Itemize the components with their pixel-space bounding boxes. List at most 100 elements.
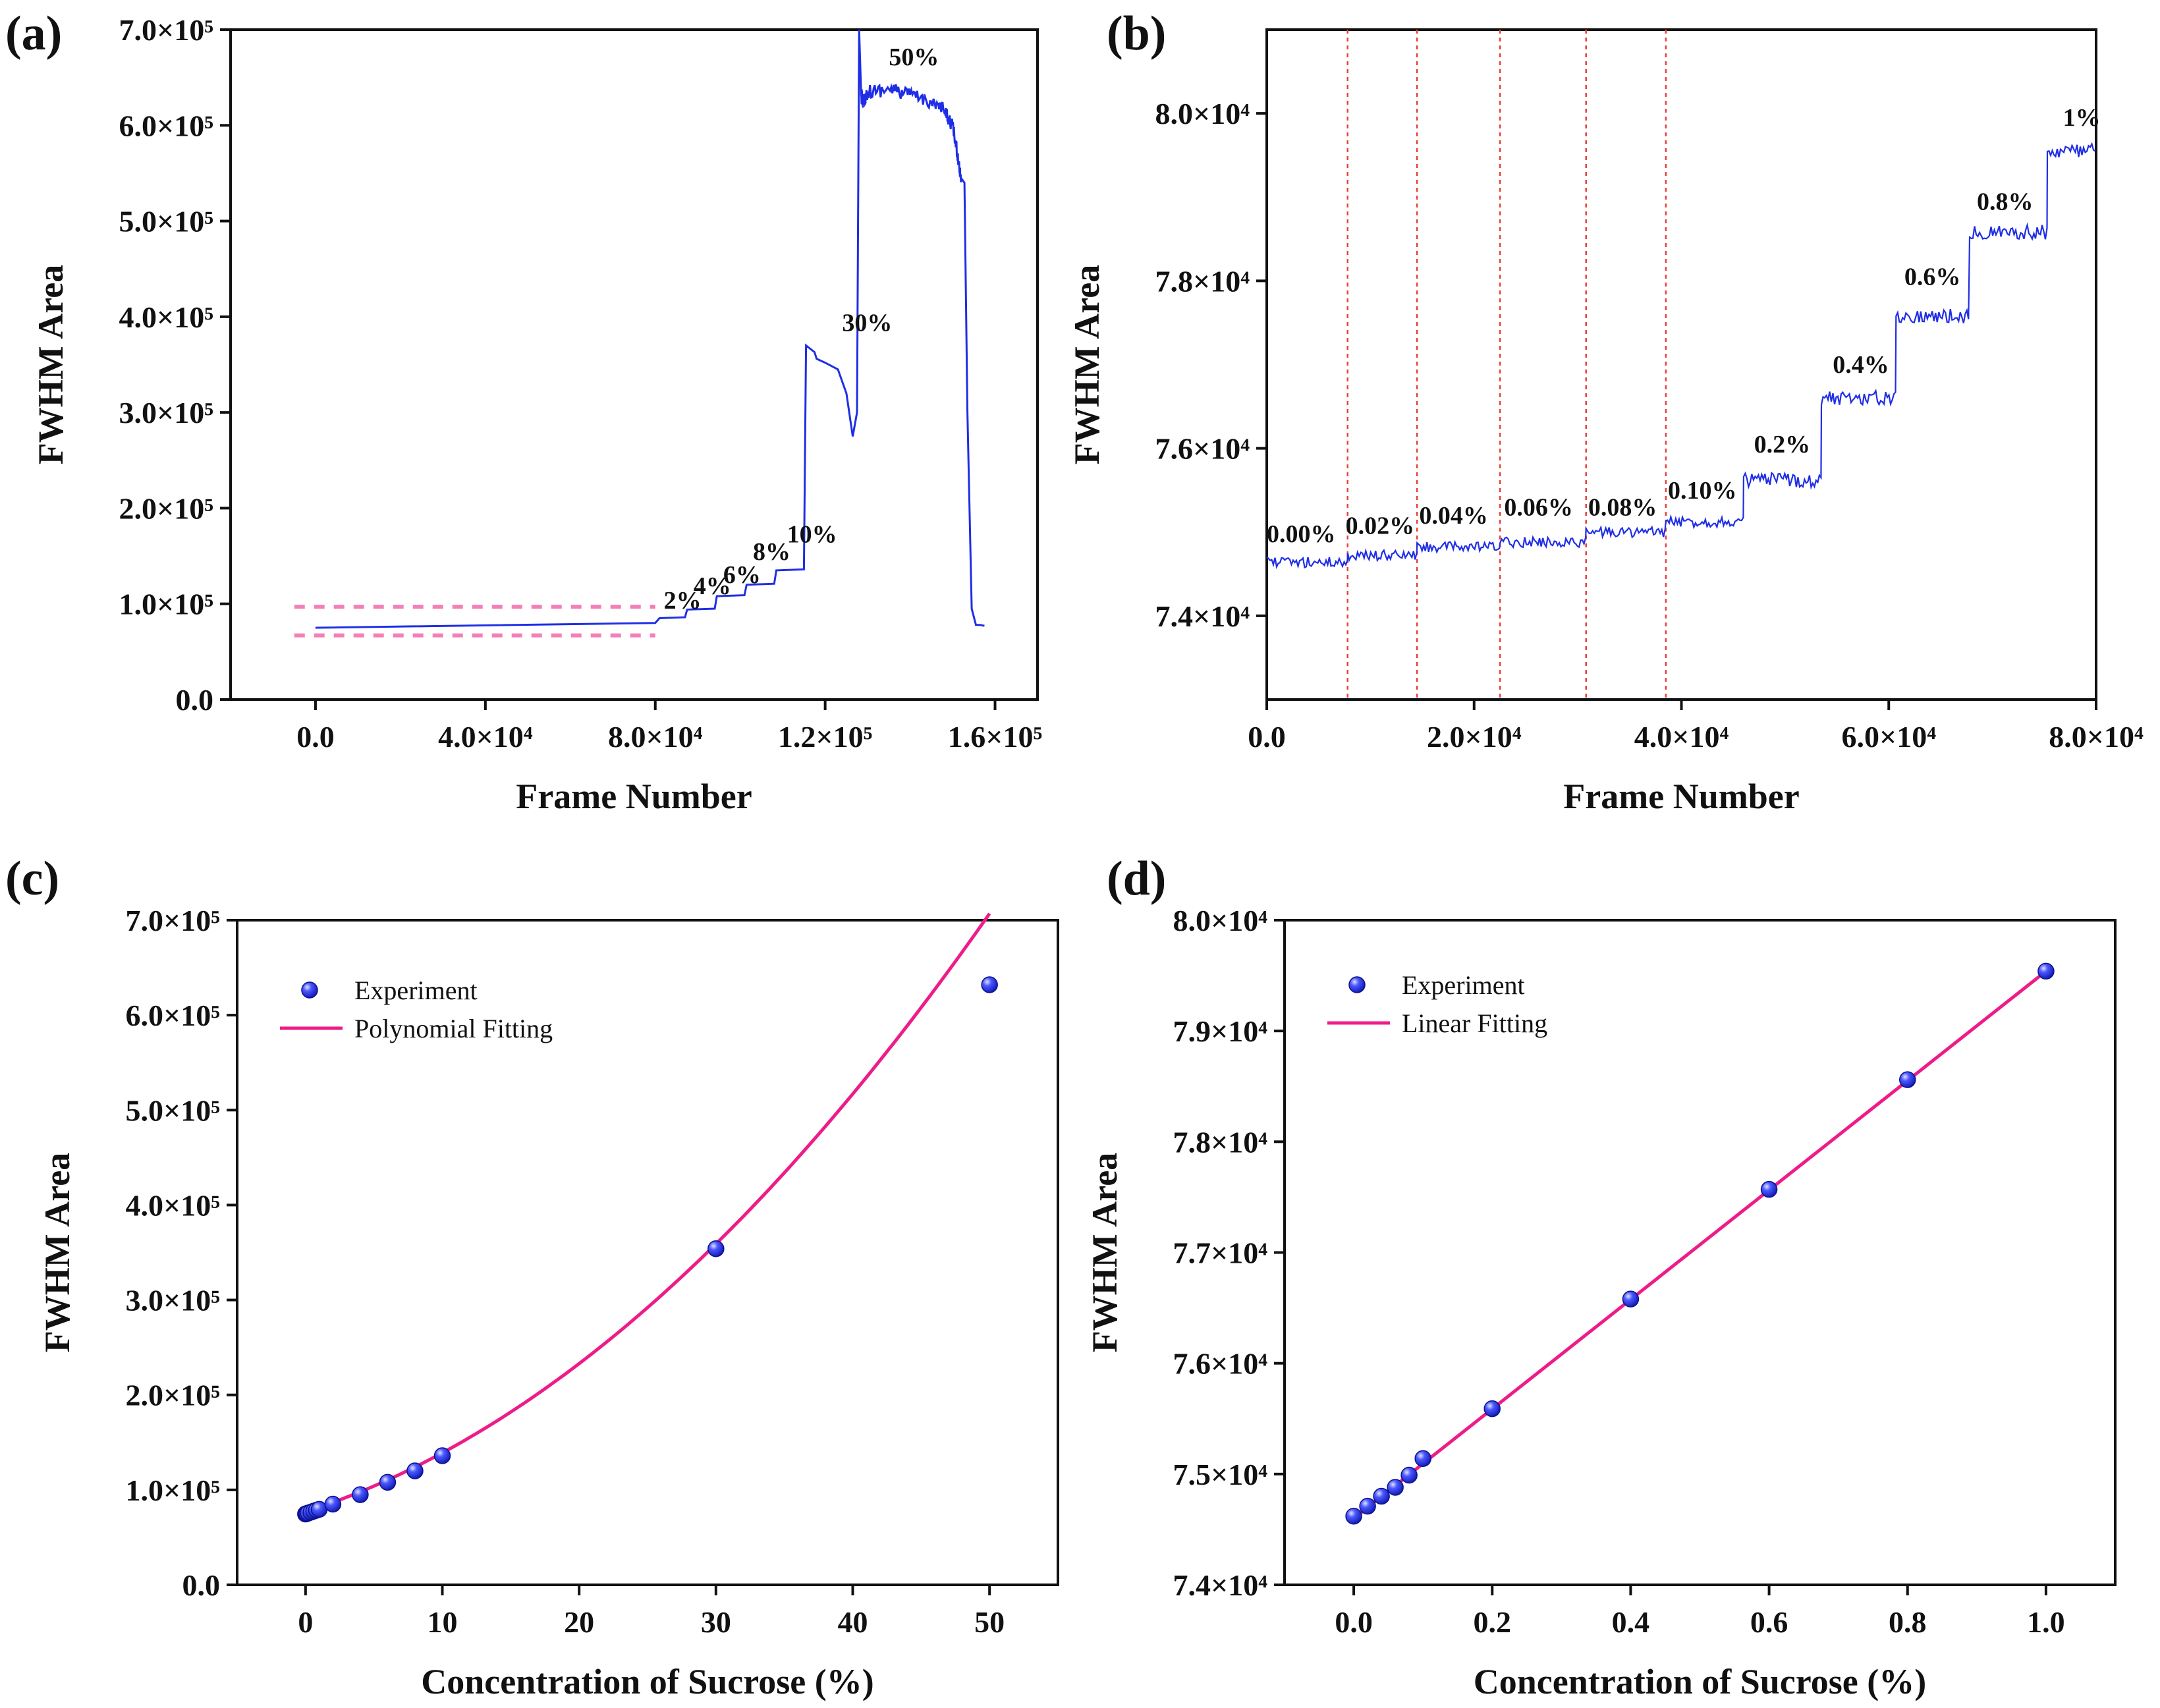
data-point [1414, 1450, 1431, 1468]
x-tick-label: 1.2×10⁵ [778, 720, 873, 754]
x-tick-label: 0.0 [1335, 1605, 1373, 1639]
y-tick-label: 5.0×10⁵ [119, 205, 213, 238]
annotation-label: 30% [842, 310, 892, 337]
annotation-label: 0.8% [1977, 188, 2034, 215]
annotation-label: 4% [694, 572, 731, 600]
annotation-label: 0.10% [1668, 477, 1737, 505]
annotation-label: 2% [664, 587, 702, 615]
x-tick-label: 30 [701, 1605, 731, 1639]
panel-b: (b) 0.0 2.0×10⁴ 4.0×10⁴ 6.0×10⁴ 8.0×10⁴ 7.4×10… [1067, 7, 2144, 816]
data-point [981, 976, 998, 993]
legend-label-fit: Linear Fitting [1402, 1008, 1547, 1038]
x-tick-label: 2.0×10⁴ [1427, 720, 1522, 754]
y-tick-label: 8.0×10⁴ [1173, 904, 1267, 937]
y-axis-title: FWHM Area [38, 1153, 77, 1352]
legend-label-experiment: Experiment [1402, 970, 1525, 1000]
data-point [2037, 962, 2055, 980]
y-tick-label: 2.0×10⁵ [119, 491, 213, 525]
x-tick-label: 50 [974, 1605, 1005, 1639]
legend-marker-experiment [1348, 976, 1366, 993]
x-tick-label: 10 [428, 1605, 458, 1639]
x-tick-label: 8.0×10⁴ [2049, 720, 2144, 754]
data-point [1359, 1497, 1376, 1515]
annotation-label: 50% [889, 43, 939, 71]
y-tick-label: 7.6×10⁴ [1173, 1347, 1267, 1381]
x-axis-title: Frame Number [1563, 777, 1799, 816]
data-point [406, 1462, 424, 1479]
y-tick-label: 7.4×10⁴ [1155, 599, 1250, 633]
panel-label: (b) [1107, 7, 1166, 61]
x-tick-label: 0.8 [1889, 1605, 1927, 1639]
y-tick-label: 7.8×10⁴ [1155, 264, 1250, 298]
y-tick-label: 7.6×10⁴ [1155, 432, 1250, 466]
y-tick-label: 0.0 [182, 1568, 221, 1602]
x-tick-label: 4.0×10⁴ [438, 720, 533, 754]
y-tick-label: 3.0×10⁵ [119, 396, 213, 429]
y-tick-label: 7.7×10⁴ [1173, 1236, 1267, 1270]
x-axis-title: Concentration of Sucrose (%) [1474, 1662, 1926, 1701]
y-tick-label: 5.0×10⁵ [125, 1093, 220, 1127]
y-axis-title: FWHM Area [31, 265, 70, 464]
x-axis-title: Concentration of Sucrose (%) [421, 1662, 873, 1701]
y-tick-label: 8.0×10⁴ [1155, 97, 1250, 130]
fit-line [1352, 970, 2047, 1520]
data-point [379, 1474, 397, 1491]
y-tick-label: 7.9×10⁴ [1173, 1014, 1267, 1048]
x-tick-label: 0.2 [1474, 1605, 1512, 1639]
panel-a: (a) 0.0 4.0×10⁴ 8.0×10⁴ 1.2×10⁵ 1.6×10⁵ 0.0 1.0… [5, 7, 1042, 816]
panel-c: (c) 0 10 20 30 40 50 0.0 1.0×10⁵ 2.0×10⁵ 3.0×10⁵ 4.… [5, 852, 1059, 1701]
y-tick-label: 7.4×10⁴ [1173, 1568, 1267, 1602]
plot-frame [1265, 28, 2097, 701]
panel-label: (a) [5, 7, 62, 61]
series-line [315, 29, 985, 629]
annotation-label: 0.4% [1833, 351, 1889, 379]
data-point [1899, 1071, 1916, 1088]
x-tick-label: 0.0 [1248, 720, 1286, 754]
x-tick-label: 40 [838, 1605, 868, 1639]
annotation-label: 0.2% [1754, 431, 1811, 458]
x-tick-label: 8.0×10⁴ [608, 720, 703, 754]
plot-frame [236, 919, 1059, 1586]
y-tick-label: 1.0×10⁵ [119, 588, 213, 621]
annotation-label: 0.04% [1419, 502, 1488, 530]
data-point [707, 1240, 725, 1257]
legend-label-fit: Polynomial Fitting [354, 1014, 553, 1043]
y-tick-label: 3.0×10⁵ [125, 1284, 220, 1317]
x-tick-label: 0.0 [296, 720, 335, 754]
y-axis-title: FWHM Area [1067, 265, 1107, 464]
y-tick-label: 4.0×10⁵ [119, 300, 213, 334]
plot-frame [229, 28, 1039, 701]
legend-label-experiment: Experiment [354, 976, 478, 1005]
annotation-label: 1% [2063, 104, 2101, 132]
y-tick-label: 7.0×10⁵ [119, 13, 213, 47]
y-tick-label: 7.0×10⁵ [125, 904, 220, 937]
series-line [1266, 142, 2096, 570]
annotation-label: 0.06% [1504, 493, 1573, 521]
panel-d: (d) 0.0 0.2 0.4 0.6 0.8 1.0 7.4×10⁴ 7.5×10⁴ 7.6×1… [1085, 852, 2117, 1701]
annotation-label: 8% [753, 538, 790, 566]
x-tick-label: 0.6 [1750, 1605, 1788, 1639]
data-point [1373, 1487, 1390, 1505]
annotation-label: 10% [787, 521, 837, 549]
data-point [1622, 1290, 1640, 1308]
data-point [1483, 1400, 1501, 1418]
data-point [433, 1447, 451, 1464]
y-tick-label: 7.8×10⁴ [1173, 1125, 1267, 1159]
panel-label: (c) [5, 852, 59, 906]
data-point [1400, 1466, 1418, 1484]
x-tick-label: 1.6×10⁵ [948, 720, 1043, 754]
annotation-label: 0.00% [1267, 520, 1336, 548]
annotation-label: 6% [723, 561, 761, 589]
y-tick-label: 6.0×10⁵ [125, 999, 220, 1032]
x-tick-label: 4.0×10⁴ [1634, 720, 1729, 754]
data-point [1760, 1180, 1778, 1198]
data-point [1387, 1479, 1404, 1496]
x-tick-label: 0.4 [1612, 1605, 1650, 1639]
data-point [1345, 1507, 1362, 1525]
x-tick-label: 1.0 [2027, 1605, 2065, 1639]
y-tick-label: 0.0 [176, 683, 214, 717]
data-point [324, 1495, 342, 1513]
y-tick-label: 4.0×10⁵ [125, 1188, 220, 1222]
panel-label: (d) [1107, 852, 1166, 906]
